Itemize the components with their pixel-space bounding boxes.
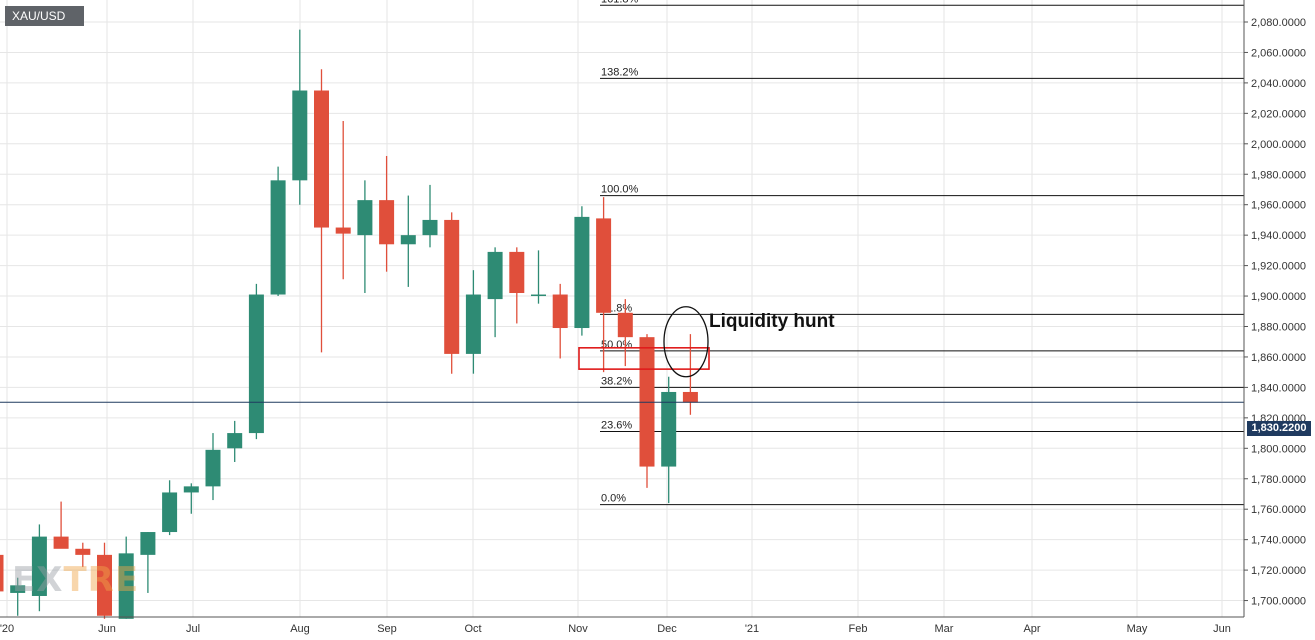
candle-body <box>661 391 677 467</box>
candle-body <box>205 449 221 487</box>
annotations-layer <box>0 306 1244 403</box>
candle-body <box>270 180 286 295</box>
candle-body <box>596 218 612 313</box>
x-tick-label: Dec <box>657 623 677 635</box>
y-tick-label: 2,040.0000 <box>1251 78 1306 90</box>
x-tick-label: Apr <box>1023 623 1040 635</box>
candle-body <box>314 90 329 228</box>
y-tick-label: 1,700.0000 <box>1251 596 1306 608</box>
y-tick-label: 2,000.0000 <box>1251 139 1306 151</box>
x-tick-label: May <box>1127 623 1148 635</box>
y-tick-label: 1,860.0000 <box>1251 352 1306 364</box>
candle-body <box>552 294 568 329</box>
x-tick-label: '21 <box>745 623 759 635</box>
candle-body <box>444 219 460 354</box>
symbol-label: XAU/USD <box>5 6 84 26</box>
candle-body <box>292 90 308 181</box>
candle-body <box>465 294 481 354</box>
candle-body <box>617 312 633 338</box>
y-tick-label: 1,840.0000 <box>1251 382 1306 394</box>
y-tick-label: 1,800.0000 <box>1251 443 1306 455</box>
y-tick-label: 1,780.0000 <box>1251 474 1306 486</box>
watermark-part2: TRE <box>63 560 140 600</box>
candle-body <box>487 251 503 300</box>
candle-body <box>31 536 47 596</box>
y-tick-label: 1,740.0000 <box>1251 535 1306 547</box>
candle-body <box>574 216 590 329</box>
watermark-logo: EXTRE <box>12 560 139 600</box>
current-price-badge: 1,830.2200 <box>1247 421 1311 436</box>
candle-body <box>422 219 438 236</box>
fibonacci-levels: 161.8%138.2%100.0%61.8%50.0%38.2%23.6%0.… <box>600 0 1244 506</box>
candle-body <box>162 492 178 533</box>
x-tick-label: '20 <box>0 623 14 635</box>
candle-body <box>682 391 698 403</box>
fib-label: 161.8% <box>601 0 639 5</box>
x-tick-label: Mar <box>935 623 954 635</box>
fib-label: 23.6% <box>601 420 632 432</box>
liquidity-hunt-annotation: Liquidity hunt <box>709 311 835 332</box>
candle-body <box>357 200 373 236</box>
y-tick-label: 1,980.0000 <box>1251 169 1306 181</box>
candle-body <box>531 294 546 297</box>
candle-body <box>400 235 416 245</box>
candle-body <box>0 554 4 592</box>
y-tick-label: 1,940.0000 <box>1251 230 1306 242</box>
y-tick-label: 1,960.0000 <box>1251 200 1306 212</box>
candle-body <box>10 585 26 593</box>
candle-body <box>75 548 91 555</box>
watermark-part1: EX <box>12 560 64 600</box>
candle-body <box>183 486 199 493</box>
fib-label: 100.0% <box>601 184 639 196</box>
x-tick-label: Aug <box>290 623 310 635</box>
candle-body <box>118 553 134 619</box>
candle-body <box>335 227 351 234</box>
y-tick-label: 2,060.0000 <box>1251 47 1306 59</box>
x-tick-label: Jun <box>1213 623 1231 635</box>
candle-series <box>0 29 698 619</box>
x-tick-label: Jul <box>186 623 200 635</box>
x-tick-label: Jun <box>98 623 116 635</box>
price-axis: 2,080.0000 2,060.0000 2,040.0000 2,020.0000… <box>0 0 1306 618</box>
candle-body <box>140 532 156 555</box>
fib-label: 38.2% <box>601 375 632 387</box>
y-tick-label: 1,900.0000 <box>1251 291 1306 303</box>
candle-body <box>379 200 395 245</box>
y-tick-label: 1,880.0000 <box>1251 322 1306 334</box>
fib-label: 50.0% <box>601 339 632 351</box>
fib-label: 138.2% <box>601 66 639 78</box>
candle-body <box>248 294 264 434</box>
x-tick-label: Oct <box>464 623 481 635</box>
liquidity-circle <box>663 306 709 378</box>
candle-body <box>53 536 69 549</box>
x-tick-label: Sep <box>377 623 397 635</box>
candle-body <box>227 433 243 449</box>
liquidity-zone-box <box>578 347 710 370</box>
y-tick-label: 1,920.0000 <box>1251 261 1306 273</box>
y-tick-label: 2,020.0000 <box>1251 108 1306 120</box>
x-tick-label: Nov <box>568 623 588 635</box>
fib-label: 0.0% <box>601 493 626 505</box>
y-tick-label: 2,080.0000 <box>1251 17 1306 29</box>
x-tick-label: Feb <box>849 623 868 635</box>
y-tick-label: 1,720.0000 <box>1251 565 1306 577</box>
candle-body <box>509 251 525 294</box>
time-axis: '20 Jun Jul Aug Sep Oct Nov Dec '21 Feb Mar Apr May J… <box>0 623 1231 635</box>
y-tick-label: 1,760.0000 <box>1251 504 1306 516</box>
candle-body <box>97 554 112 616</box>
